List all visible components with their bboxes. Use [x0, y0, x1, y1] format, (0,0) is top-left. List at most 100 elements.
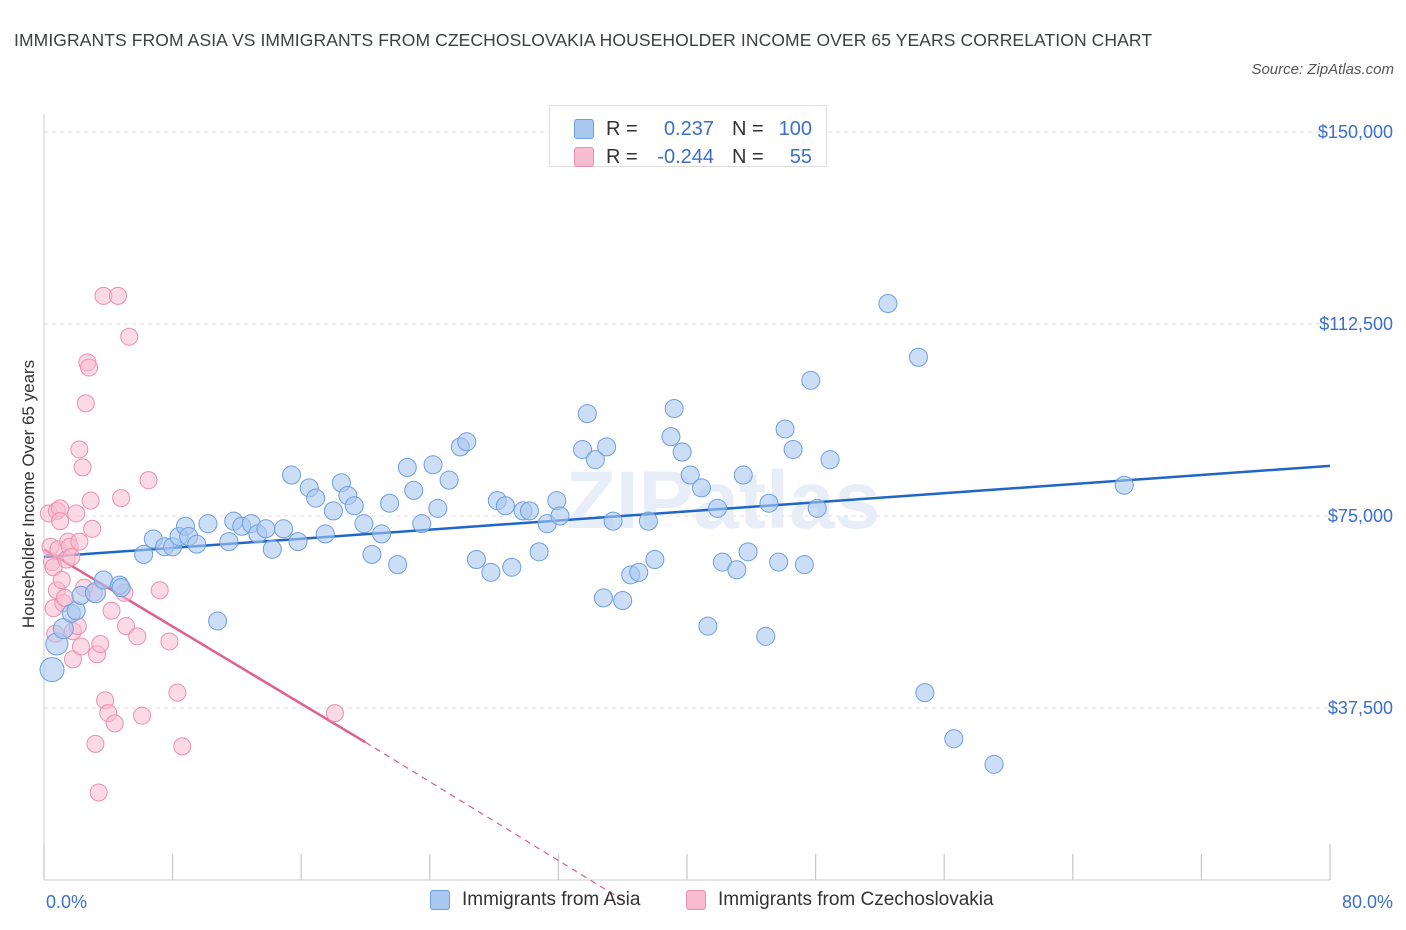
asia-point	[288, 532, 308, 552]
bottom-legend-czech: Immigrants from Czechoslovakia	[686, 889, 994, 911]
legend-n-label: N =	[732, 117, 764, 140]
czech-point	[128, 627, 147, 646]
asia-point	[801, 370, 821, 390]
legend-n-value: 100	[778, 117, 812, 140]
asia-point	[794, 555, 814, 575]
asia-point	[550, 506, 570, 526]
y-tick-label: $37,500	[1328, 698, 1393, 718]
czech-point	[63, 650, 82, 669]
asia-point	[412, 514, 432, 534]
asia-point	[638, 511, 658, 531]
asia-point	[495, 496, 515, 516]
czech-point	[133, 706, 152, 725]
legend-r-label: R =	[606, 145, 638, 168]
asia-point	[727, 560, 747, 580]
czech-point	[83, 519, 102, 538]
asia-point	[323, 501, 343, 521]
asia-point	[262, 539, 282, 559]
asia-point	[93, 570, 113, 590]
asia-point	[134, 544, 154, 564]
y-tick-labels: $37,500 $75,000 $112,500 $150,000	[1318, 122, 1393, 718]
legend-r-label: R =	[606, 117, 638, 140]
asia-point	[397, 457, 417, 477]
asia-point	[593, 588, 613, 608]
czech-point	[70, 440, 89, 459]
asia-point	[613, 590, 633, 610]
y-tick-label: $75,000	[1328, 506, 1393, 526]
y-tick-label: $112,500	[1319, 314, 1393, 334]
asia-point	[388, 555, 408, 575]
czech-point	[105, 714, 124, 733]
asia-point	[984, 754, 1004, 774]
czech-point	[76, 394, 95, 413]
legend-n-value: 55	[789, 145, 812, 168]
x-tick-label: 0.0%	[46, 892, 87, 912]
asia-point	[756, 626, 776, 646]
asia-point	[354, 514, 374, 534]
asia-point	[908, 347, 928, 367]
chart-title: IMMIGRANTS FROM ASIA VS IMMIGRANTS FROM …	[14, 30, 1153, 50]
czech-point	[139, 471, 158, 490]
y-axis-label: Householder Income Over 65 years	[19, 360, 38, 628]
asia-point	[691, 478, 711, 498]
asia-point	[380, 493, 400, 513]
asia-point	[372, 524, 392, 544]
czech-point	[150, 581, 169, 600]
asia-point	[52, 618, 74, 640]
czech-point	[73, 458, 92, 477]
czech-point	[62, 547, 81, 566]
asia-point	[769, 552, 789, 572]
asia-point	[585, 450, 605, 470]
czech-trend-extension	[365, 741, 624, 901]
asia-point	[733, 465, 753, 485]
czech-point	[81, 491, 100, 510]
czech-point	[173, 737, 192, 756]
asia-point	[529, 542, 549, 562]
asia-point	[111, 578, 131, 598]
asia-point	[807, 498, 827, 518]
czech-point	[91, 635, 110, 653]
czech-point	[325, 704, 344, 723]
asia-point	[274, 519, 294, 539]
asia-point	[783, 439, 803, 459]
czech-point	[71, 637, 90, 656]
asia-point	[597, 437, 617, 457]
asia-point	[423, 455, 443, 475]
asia-point	[603, 511, 623, 531]
czech-point	[70, 532, 89, 551]
y-tick-label: $150,000	[1318, 122, 1393, 142]
asia-point	[481, 562, 501, 582]
asia-point	[708, 498, 728, 518]
asia-point	[573, 439, 593, 459]
data-points	[39, 286, 1134, 802]
asia-point	[944, 729, 964, 749]
legend-r-value: -0.244	[657, 145, 714, 168]
asia-point	[466, 550, 486, 570]
axes	[43, 114, 1331, 881]
asia-point	[344, 496, 364, 516]
asia-point	[1114, 475, 1134, 495]
legend-r-value: 0.237	[663, 117, 714, 140]
bottom-legend-label-asia: Immigrants from Asia	[462, 889, 641, 910]
asia-point	[282, 465, 302, 485]
czech-point	[52, 571, 71, 589]
asia-point	[519, 501, 539, 521]
asia-point	[187, 534, 207, 554]
czech-point	[102, 601, 121, 620]
asia-point	[502, 557, 522, 577]
legend-swatch-asia	[574, 119, 594, 139]
asia-point	[39, 657, 65, 683]
asia-point	[698, 616, 718, 636]
czech-point	[112, 489, 131, 508]
x-tick-labels: 0.0% 80.0%	[46, 892, 1393, 912]
asia-point	[878, 294, 898, 314]
asia-point	[404, 480, 424, 500]
legend-row-asia: R = 0.237 N = 100	[574, 116, 812, 142]
chart-source: Source: ZipAtlas.com	[1251, 61, 1394, 78]
asia-point	[198, 514, 218, 534]
czech-point	[116, 617, 135, 636]
czech-point	[80, 358, 99, 377]
asia-point	[664, 398, 684, 418]
asia-point	[661, 427, 681, 447]
legend-row-czech: R = -0.244 N = 55	[574, 144, 812, 170]
